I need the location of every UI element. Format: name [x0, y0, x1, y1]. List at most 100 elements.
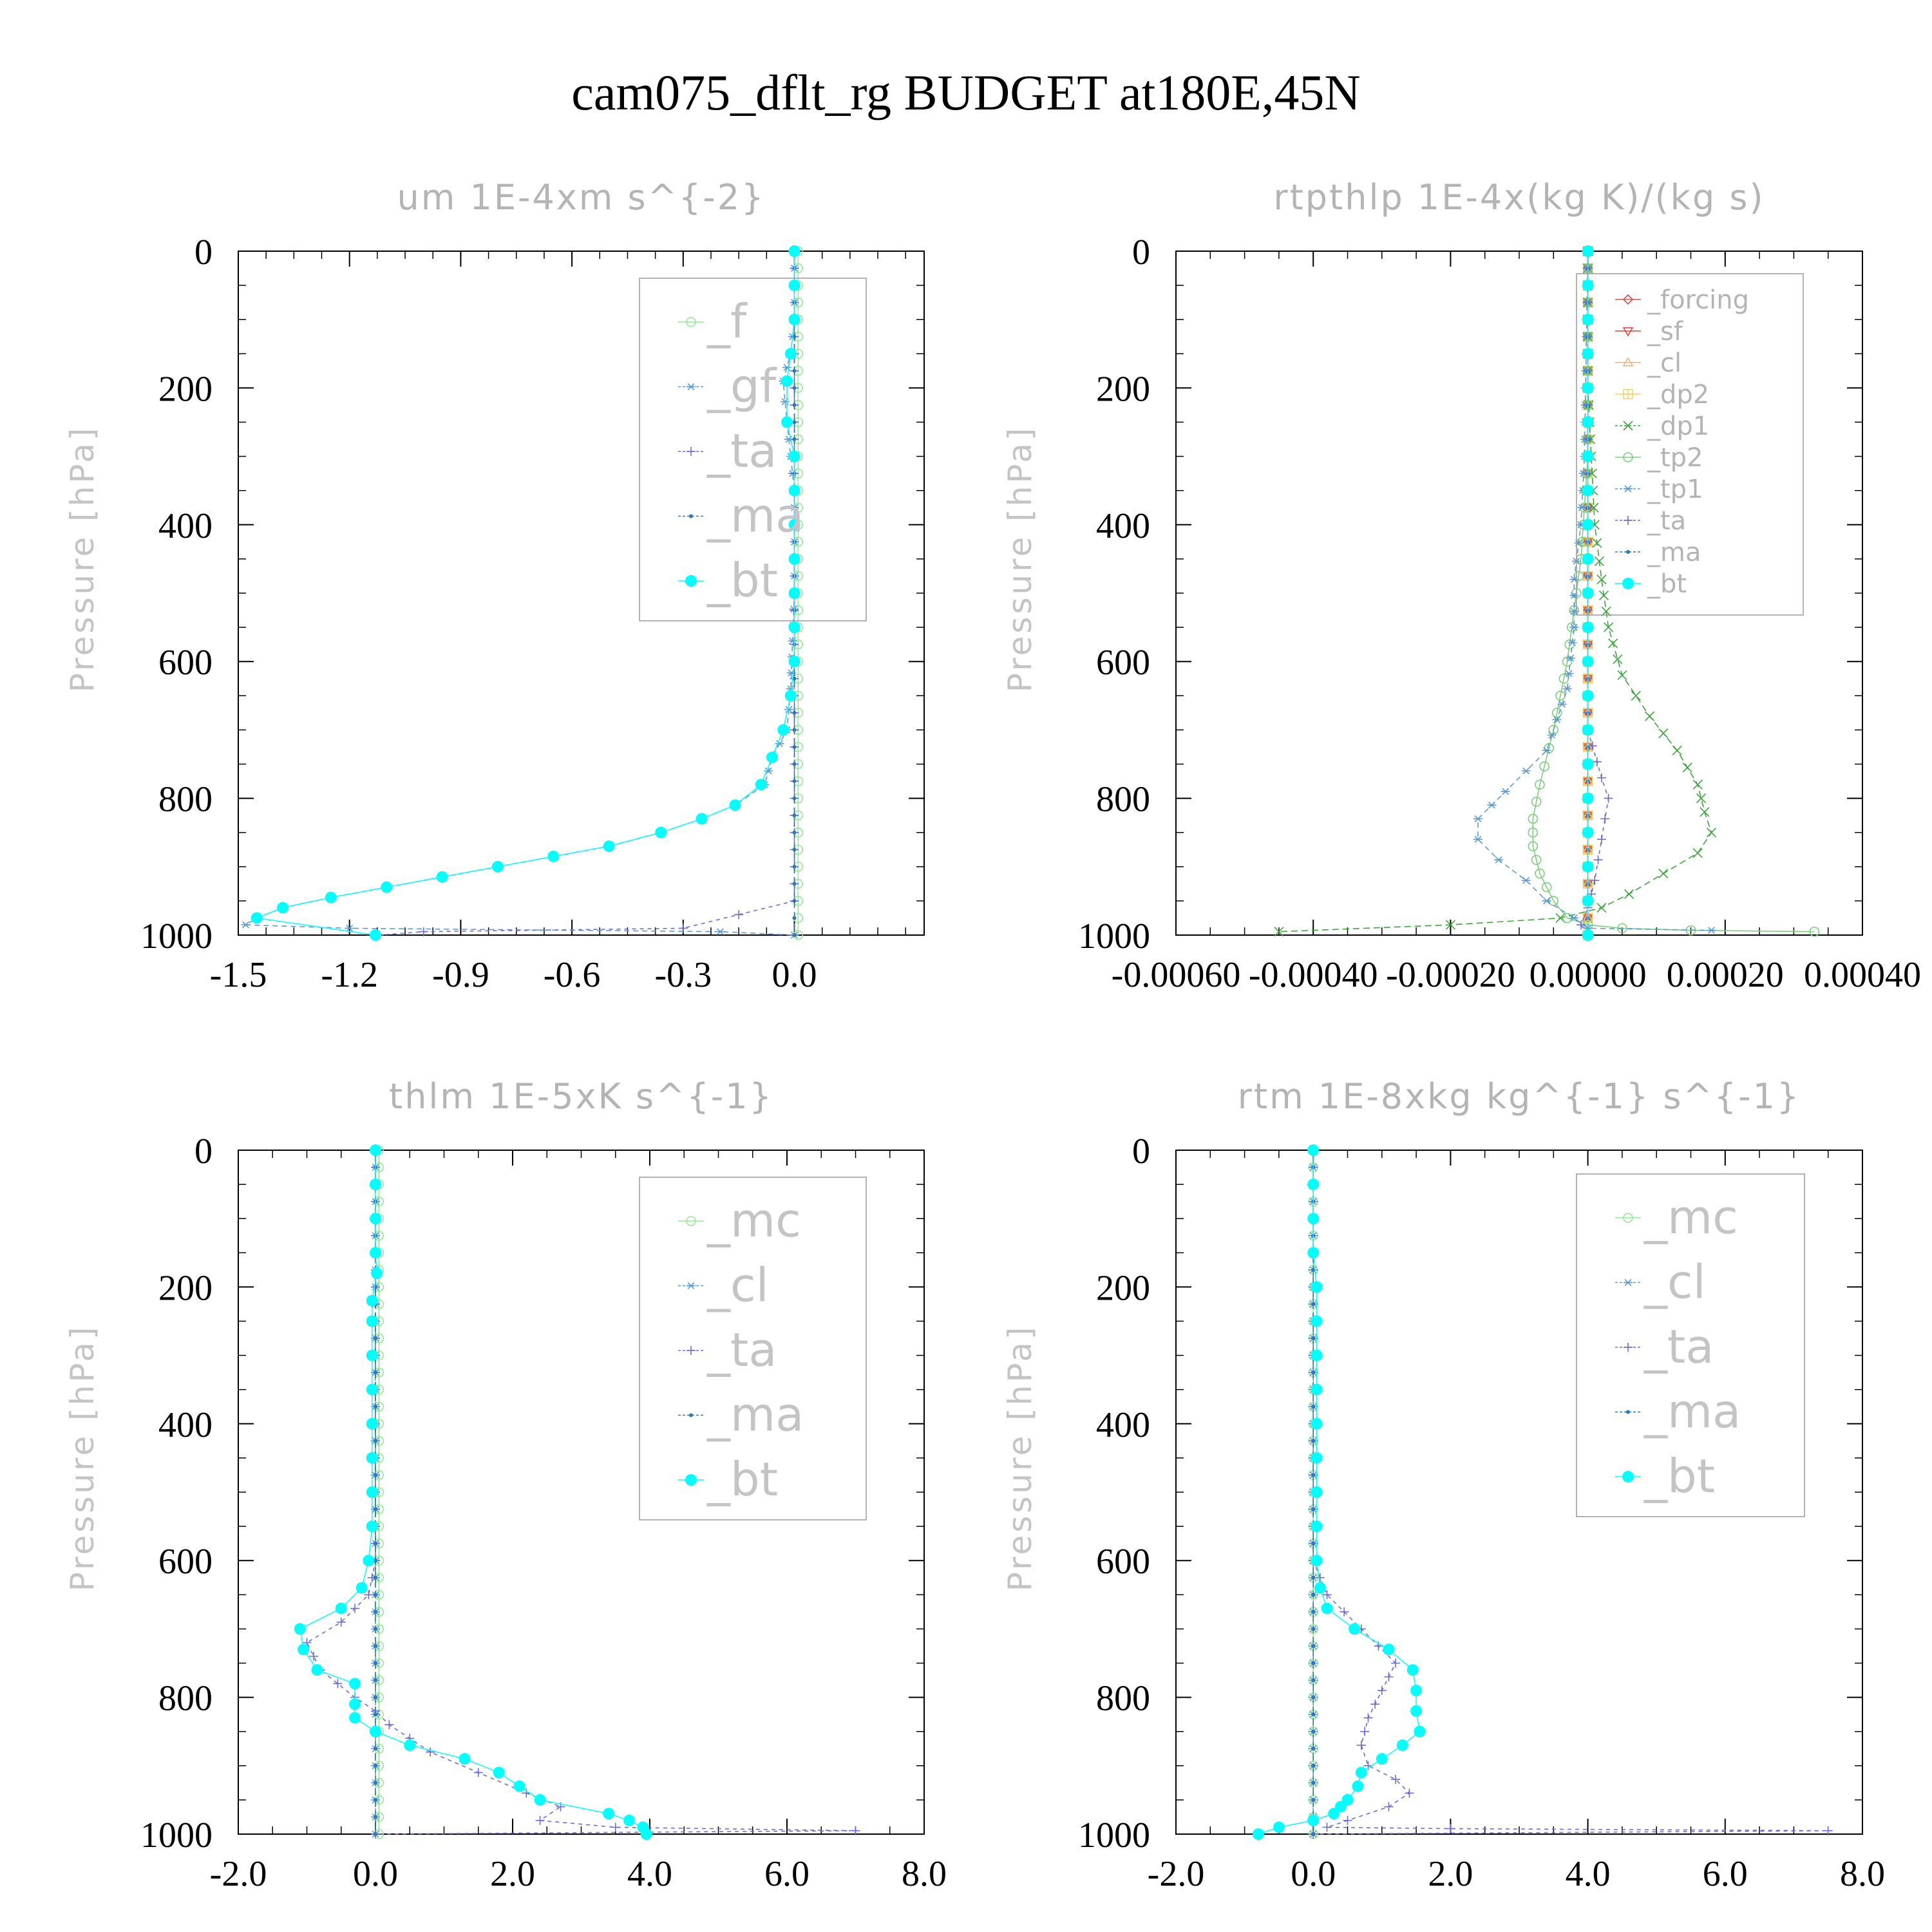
series-ma-point: [1311, 1797, 1316, 1802]
series-ma-point-shape: [1311, 1405, 1316, 1409]
series-ma-point-shape: [374, 1405, 377, 1409]
series-bt-point-shape: [1582, 792, 1594, 804]
x-tick-label: -0.00040: [1249, 955, 1378, 995]
series-ta-point-shape: [384, 1720, 394, 1730]
series-ta-point: [309, 1651, 319, 1661]
legend-marker: [1626, 550, 1630, 554]
series-gf-point-shape: [345, 924, 354, 932]
series-bt: [251, 245, 800, 941]
series-bt-point: [366, 1452, 378, 1464]
series-dp1-point: [1608, 638, 1618, 649]
series-bt-point-shape: [513, 1780, 526, 1792]
series-ma-point-shape: [792, 744, 797, 749]
series-bt-point-shape: [370, 929, 381, 941]
series-ta-point-shape: [1587, 741, 1597, 751]
series-ta-point-shape: [426, 1747, 435, 1757]
series-ma-point: [792, 676, 797, 681]
series-ta-point-shape: [419, 927, 428, 936]
series-ta-point-shape: [1596, 773, 1606, 782]
legend-item-ma: _ma: [1615, 538, 1701, 567]
series-bt-point: [1414, 1725, 1426, 1738]
series-ta-point: [1593, 855, 1603, 865]
series-dp1-point: [1696, 793, 1707, 804]
series-ma-point: [1311, 1627, 1316, 1631]
series-bt-point: [766, 751, 778, 763]
legend-marker-shape: [1626, 550, 1630, 554]
series-tp2-point: [1528, 841, 1539, 851]
series-bt-point-shape: [788, 518, 800, 531]
series-bt-point-shape: [1582, 279, 1594, 292]
series-bt-point: [640, 1828, 652, 1840]
series-ma-point-shape: [792, 898, 797, 903]
series-bt-point-shape: [696, 813, 708, 825]
series-tp2-point: [1539, 761, 1549, 772]
y-tick-label: 0: [1132, 1132, 1150, 1171]
series-bt-point-shape: [1273, 1821, 1285, 1833]
series-bt-point-shape: [788, 279, 800, 292]
series-bt-point-shape: [366, 1417, 378, 1430]
series-dp1-point: [1604, 622, 1614, 632]
series-ma-point-shape: [1311, 1609, 1316, 1614]
panels: um 1E-4xm s^{-2} Pressure [hPa] -1.5 -1.2 -0…: [64, 177, 1921, 1894]
series-ma-point-shape: [1311, 1370, 1316, 1375]
series-bt-point: [1582, 279, 1594, 292]
series-ta-point: [1391, 1658, 1401, 1668]
series-bt-point: [311, 1664, 323, 1676]
series-ta-point-shape: [1823, 1826, 1833, 1835]
series-ma-point: [792, 402, 797, 407]
legend-label: _gf: [706, 359, 777, 413]
series-bt-point-shape: [1582, 826, 1594, 838]
series-bt-point-shape: [1414, 1725, 1426, 1738]
legend-marker-shape: [1623, 1213, 1633, 1223]
series-tp2-point-shape: [1539, 761, 1549, 772]
series-ma-point: [792, 898, 797, 903]
series-bt-point-shape: [1307, 1814, 1320, 1826]
series-bt-point-shape: [784, 348, 797, 360]
series-tp2-point: [1528, 827, 1539, 838]
series-bt-point: [534, 1794, 546, 1806]
legend-marker-shape: [1626, 1410, 1630, 1414]
series-gf-point-shape: [241, 921, 251, 929]
legend-label: _sf: [1647, 317, 1683, 346]
x-tick-label: 0.0: [353, 1854, 398, 1894]
series-bt-point: [788, 484, 800, 497]
series-bt-point-shape: [729, 799, 741, 811]
y-tick-label: 200: [1096, 369, 1150, 409]
series-ma-point: [374, 1541, 377, 1546]
legend-marker: [1623, 452, 1633, 462]
legend-marker-shape: [1624, 1343, 1633, 1352]
series-bt-point: [1582, 929, 1594, 941]
legend-marker: [1624, 485, 1633, 493]
series-tp1-point-shape: [1547, 731, 1557, 739]
series-tp2-point-shape: [1535, 868, 1545, 879]
legend-marker: [689, 1413, 693, 1417]
series-bt-point: [1352, 1780, 1364, 1792]
x-tick-label: 6.0: [1703, 1854, 1748, 1894]
series-bt-point: [788, 314, 800, 326]
series-bt-point: [366, 1486, 378, 1498]
legend-marker-shape: [687, 1282, 696, 1289]
series-tp1-point: [1566, 654, 1575, 662]
series-dp1-point-shape: [1617, 670, 1627, 681]
series-bt-point: [1410, 1705, 1423, 1717]
legend-item-ma: _ma: [678, 1388, 804, 1442]
series-tp1-point-shape: [1552, 716, 1562, 723]
series-bt-markers: [251, 245, 800, 941]
series-ta-point-shape: [1391, 1775, 1401, 1785]
chart-panel-4: rtm 1E-8xkg kg^{-1} s^{-1} Pressure [hPa]…: [1001, 1076, 1885, 1894]
series-bt-point-shape: [349, 1712, 361, 1724]
series-bt-point: [1582, 553, 1594, 565]
series-bt-point-shape: [1396, 1739, 1408, 1751]
series-ma-point: [1311, 1747, 1316, 1751]
series-ma-point-shape: [1311, 1763, 1316, 1768]
series-tp1-point-shape: [1564, 670, 1574, 677]
series-bt-point: [1273, 1821, 1285, 1833]
series-bt-point: [370, 1213, 381, 1225]
legend-label: _ma: [1647, 538, 1701, 567]
series-ta-point-shape: [1446, 1824, 1455, 1833]
series-bt-point-shape: [366, 1383, 378, 1396]
series-ta-point-shape: [1322, 1590, 1332, 1600]
series-ta-point-shape: [851, 1826, 860, 1835]
series-bt-point-shape: [277, 902, 289, 914]
series-bt-point: [363, 1555, 375, 1567]
